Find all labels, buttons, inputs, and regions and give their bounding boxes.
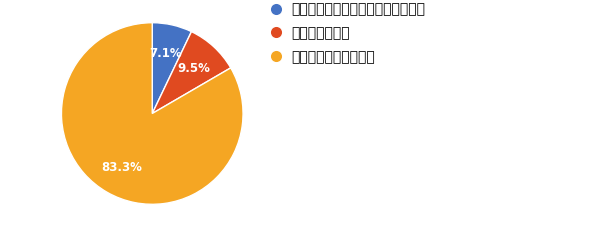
- Legend: 対面で参加し、懇親会まで出席する, 対面で参加する, オンラインで参加する: 対面で参加し、懇親会まで出席する, 対面で参加する, オンラインで参加する: [266, 0, 432, 71]
- Wedge shape: [62, 23, 243, 204]
- Text: 7.1%: 7.1%: [150, 47, 182, 60]
- Wedge shape: [152, 23, 191, 114]
- Text: 83.3%: 83.3%: [101, 160, 142, 173]
- Wedge shape: [152, 32, 231, 114]
- Text: 9.5%: 9.5%: [178, 62, 211, 75]
